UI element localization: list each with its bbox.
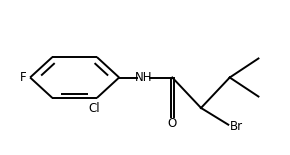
Text: Br: Br: [230, 120, 243, 133]
Text: O: O: [168, 117, 177, 130]
Text: F: F: [20, 71, 27, 84]
Text: Cl: Cl: [88, 102, 100, 115]
Text: NH: NH: [135, 71, 152, 84]
